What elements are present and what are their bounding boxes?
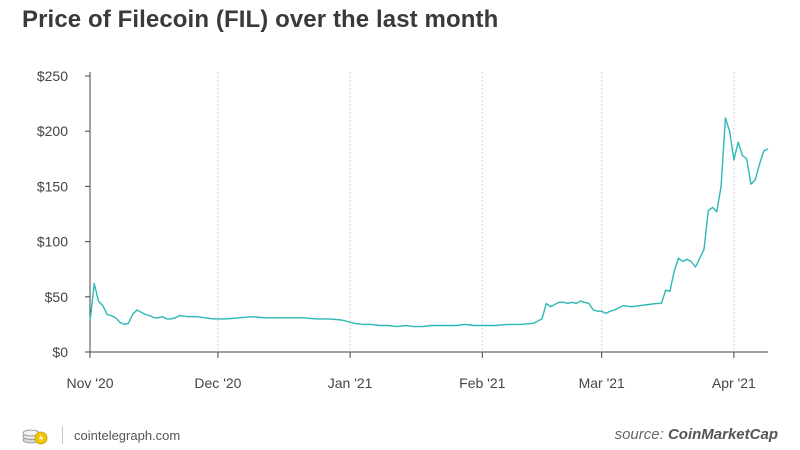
plot-area: [89, 117, 769, 328]
y-tick-label: $150: [37, 178, 68, 194]
x-tick-label: Feb '21: [459, 375, 505, 391]
x-tick-label: Nov '20: [66, 375, 113, 391]
x-axis: Nov '20 Dec '20 Jan '21 Feb '21 Mar '21 Apr '…: [66, 351, 768, 391]
chart-title: Price of Filecoin (FIL) over the last mo…: [22, 6, 499, 33]
x-tick-label: Dec '20: [194, 375, 241, 391]
x-tick-label: Mar '21: [579, 375, 625, 391]
footer-divider: [62, 426, 63, 444]
x-tick-label: Apr '21: [712, 375, 756, 391]
y-axis: $0 $50 $100 $150 $200 $250: [37, 68, 91, 360]
x-tick-label: Jan '21: [328, 375, 373, 391]
line-chart: $0 $50 $100 $150 $200 $250 Nov '20 Dec '20 Jan …: [37, 68, 769, 391]
chart-grid: [89, 72, 735, 352]
y-tick-label: $200: [37, 123, 68, 139]
footer-source: source: CoinMarketCap: [615, 426, 778, 443]
y-tick-label: $100: [37, 234, 68, 250]
y-tick-label: $0: [52, 344, 68, 360]
footer-source-name: CoinMarketCap: [667, 426, 778, 443]
footer-source-prefix: source:: [614, 426, 664, 443]
footer-site-link[interactable]: cointelegraph.com: [74, 428, 181, 443]
cointelegraph-logo-icon: [22, 429, 48, 445]
y-tick-label: $250: [37, 68, 68, 84]
price-series-line: [89, 117, 769, 328]
y-tick-label: $50: [45, 289, 69, 305]
